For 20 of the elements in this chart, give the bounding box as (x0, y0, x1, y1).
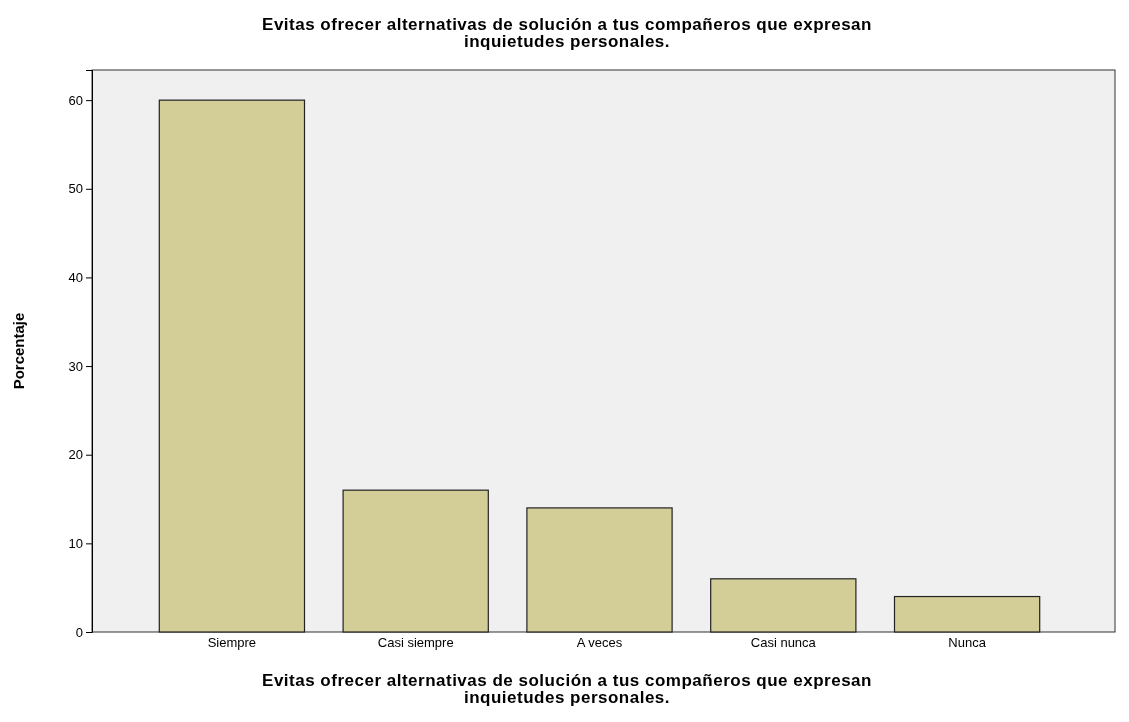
y-axis-title: Porcentaje (10, 312, 27, 390)
bar (893, 595, 1041, 633)
y-tick-label: 60 (68, 92, 83, 108)
chart-title: Evitas ofrecer alternativas de solución a tus compañeros que expresan inquietudes personales. (262, 15, 872, 51)
y-tick-label: 10 (68, 536, 83, 552)
bar (526, 507, 673, 633)
x-tick-label: Siempre (207, 635, 257, 651)
bar (342, 489, 489, 633)
x-tick-label: Casi siempre (377, 635, 454, 651)
y-tick-label: 30 (68, 358, 83, 374)
x-tick-label: Casi nunca (750, 635, 817, 651)
y-tick-label: 20 (68, 447, 83, 463)
bar (710, 578, 857, 633)
y-tick-label: 0 (75, 624, 83, 640)
x-axis-title: Evitas ofrecer alternativas de solución a tus compañeros que expresan inquietudes personales. (262, 671, 872, 707)
x-tick-label: A veces (576, 635, 623, 651)
x-tick-label: Nunca (948, 635, 987, 651)
bar (158, 99, 306, 633)
y-tick-label: 40 (68, 270, 83, 286)
y-tick-label: 50 (68, 181, 83, 197)
